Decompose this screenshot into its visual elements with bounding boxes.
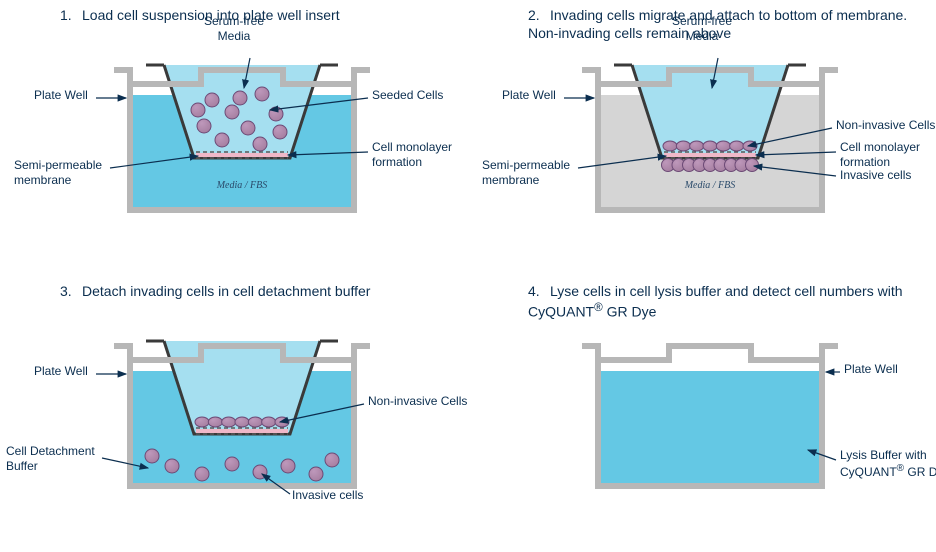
panel-4: 4.Lyse cells in cell lysis buffer and de… (468, 276, 936, 552)
label-noninvasive: Non-invasive Cells (836, 118, 935, 133)
label-noninvasive: Non-invasive Cells (368, 394, 467, 409)
label-invasive: Invasive cells (840, 168, 911, 183)
diagram (468, 316, 936, 552)
label-detachment-buffer: Cell DetachmentBuffer (6, 444, 95, 474)
label-monolayer: Cell monolayerformation (372, 140, 452, 170)
label-invasive: Invasive cells (292, 488, 363, 503)
label-plate-well: Plate Well (844, 362, 898, 377)
label-membrane: Semi-permeablemembrane (482, 158, 570, 188)
label-plate-well: Plate Well (34, 364, 88, 379)
label-lysis-buffer: Lysis Buffer withCyQUANT® GR Dye (840, 448, 936, 480)
label-membrane: Semi-permeablemembrane (14, 158, 102, 188)
label-serum-free-media: Serum-freeMedia (204, 14, 264, 44)
panel-1: 1.Load cell suspension into plate well i… (0, 0, 468, 276)
label-monolayer: Cell monolayerformation (840, 140, 920, 170)
svg-text:Media / FBS: Media / FBS (216, 180, 268, 191)
label-plate-well: Plate Well (502, 88, 556, 103)
panel-3: 3.Detach invading cells in cell detachme… (0, 276, 468, 552)
panel-2: 2.Invading cells migrate and attach to b… (468, 0, 936, 276)
svg-text:Media / FBS: Media / FBS (684, 180, 736, 191)
label-plate-well: Plate Well (34, 88, 88, 103)
diagram (0, 316, 468, 552)
label-seeded-cells: Seeded Cells (372, 88, 443, 103)
panel-title: 3.Detach invading cells in cell detachme… (60, 282, 460, 300)
label-serum-free-media: Serum-freeMedia (672, 14, 732, 44)
